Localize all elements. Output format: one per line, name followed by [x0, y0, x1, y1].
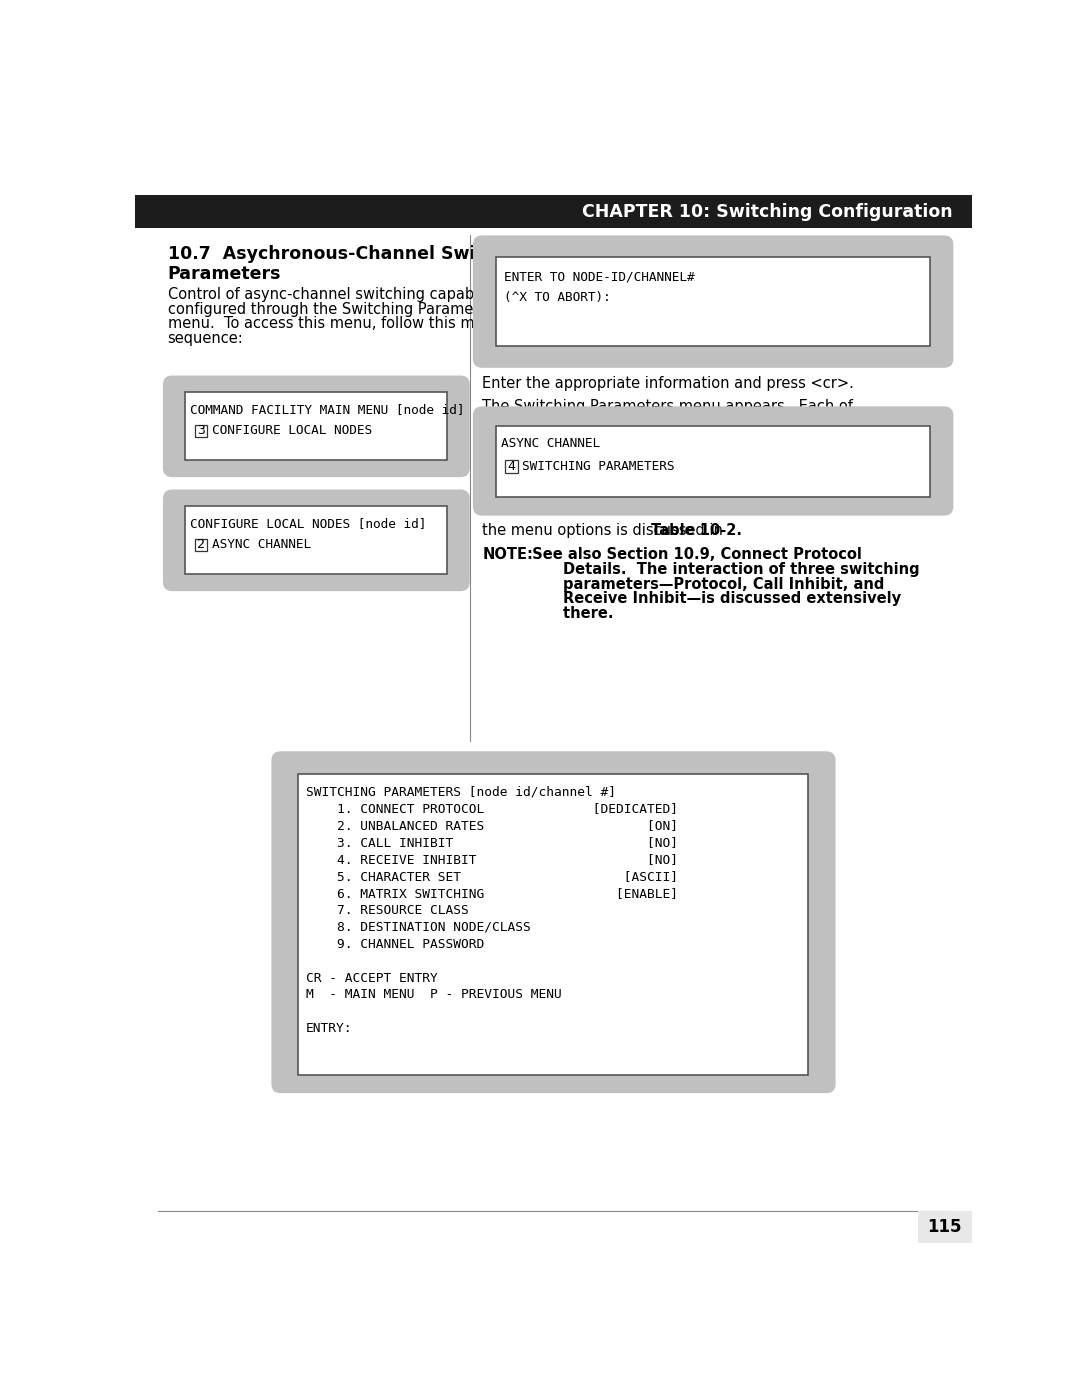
Bar [298, 774, 808, 1074]
FancyBboxPatch shape [473, 407, 954, 515]
Text: See also Section 10.9, Connect Protocol: See also Section 10.9, Connect Protocol [523, 548, 862, 562]
FancyBboxPatch shape [473, 236, 954, 367]
Text: M  - MAIN MENU  P - PREVIOUS MENU: M - MAIN MENU P - PREVIOUS MENU [306, 989, 562, 1002]
Text: Control of async-channel switching capability is: Control of async-channel switching capab… [167, 286, 517, 302]
Text: ASYNC CHANNEL: ASYNC CHANNEL [212, 538, 311, 552]
Text: (^X TO ABORT):: (^X TO ABORT): [504, 291, 610, 303]
Text: 10.7  Asychronous-Channel Switching: 10.7 Asychronous-Channel Switching [167, 244, 537, 263]
Text: parameters—Protocol, Call Inhibit, and: parameters—Protocol, Call Inhibit, and [523, 577, 885, 591]
Bar [194, 539, 207, 550]
Text: 2: 2 [197, 538, 205, 552]
Text: NOTE:: NOTE: [482, 548, 534, 562]
Text: menu.  To access this menu, follow this menu: menu. To access this menu, follow this m… [167, 316, 502, 331]
Text: 1. CONNECT PROTOCOL              [DEDICATED]: 1. CONNECT PROTOCOL [DEDICATED] [306, 802, 677, 814]
Bar [186, 393, 447, 460]
Text: 3. CALL INHIBIT                         [NO]: 3. CALL INHIBIT [NO] [306, 835, 677, 849]
Bar [496, 426, 930, 497]
Text: CONFIGURE LOCAL NODES [node id]: CONFIGURE LOCAL NODES [node id] [190, 517, 427, 531]
Text: ASYNC CHANNEL: ASYNC CHANNEL [501, 437, 599, 450]
Text: SWITCHING PARAMETERS: SWITCHING PARAMETERS [523, 460, 675, 474]
Bar [194, 425, 207, 437]
Text: CONFIGURE LOCAL NODES: CONFIGURE LOCAL NODES [212, 425, 372, 437]
Text: sequence:: sequence: [167, 331, 243, 346]
Text: Details.  The interaction of three switching: Details. The interaction of three switch… [523, 562, 920, 577]
Bar [918, 1211, 972, 1243]
Text: Receive Inhibit—is discussed extensively: Receive Inhibit—is discussed extensively [523, 591, 902, 606]
Text: 9. CHANNEL PASSWORD: 9. CHANNEL PASSWORD [306, 937, 484, 950]
Bar [135, 194, 972, 228]
Text: CR - ACCEPT ENTRY: CR - ACCEPT ENTRY [306, 971, 437, 985]
Text: COMMAND FACILITY MAIN MENU [node id]: COMMAND FACILITY MAIN MENU [node id] [190, 404, 464, 416]
Text: 6. MATRIX SWITCHING                 [ENABLE]: 6. MATRIX SWITCHING [ENABLE] [306, 887, 677, 900]
Text: 115: 115 [928, 1218, 962, 1236]
Text: Enter the appropriate information and press <cr>.: Enter the appropriate information and pr… [482, 376, 854, 391]
Bar [496, 257, 930, 346]
Text: Parameters: Parameters [167, 264, 281, 282]
Text: ENTER TO NODE-ID/CHANNEL#: ENTER TO NODE-ID/CHANNEL# [504, 271, 694, 284]
Bar [505, 460, 517, 472]
Text: 7. RESOURCE CLASS: 7. RESOURCE CLASS [306, 904, 469, 916]
Text: SWITCHING PARAMETERS [node id/channel #]: SWITCHING PARAMETERS [node id/channel #] [306, 785, 616, 798]
Text: CHAPTER 10: Switching Configuration: CHAPTER 10: Switching Configuration [582, 203, 953, 221]
Text: 5. CHARACTER SET                     [ASCII]: 5. CHARACTER SET [ASCII] [306, 870, 677, 883]
Text: 2. UNBALANCED RATES                     [ON]: 2. UNBALANCED RATES [ON] [306, 819, 677, 833]
Text: 3: 3 [197, 425, 205, 437]
Text: ENTRY:: ENTRY: [306, 1023, 352, 1035]
FancyBboxPatch shape [271, 752, 836, 1094]
Bar [186, 507, 447, 574]
Text: 8. DESTINATION NODE/CLASS: 8. DESTINATION NODE/CLASS [306, 921, 530, 933]
Text: 4. RECEIVE INHIBIT                      [NO]: 4. RECEIVE INHIBIT [NO] [306, 854, 677, 866]
Text: configured through the Switching Parameters: configured through the Switching Paramet… [167, 302, 501, 317]
FancyBboxPatch shape [163, 376, 470, 478]
Text: there.: there. [523, 606, 615, 620]
FancyBboxPatch shape [163, 489, 470, 591]
Text: 4: 4 [508, 460, 515, 474]
Text: Table 10-2.: Table 10-2. [651, 524, 742, 538]
Text: the menu options is discussed in: the menu options is discussed in [482, 524, 728, 538]
Text: The Switching Parameters menu appears.  Each of: The Switching Parameters menu appears. E… [482, 398, 853, 414]
